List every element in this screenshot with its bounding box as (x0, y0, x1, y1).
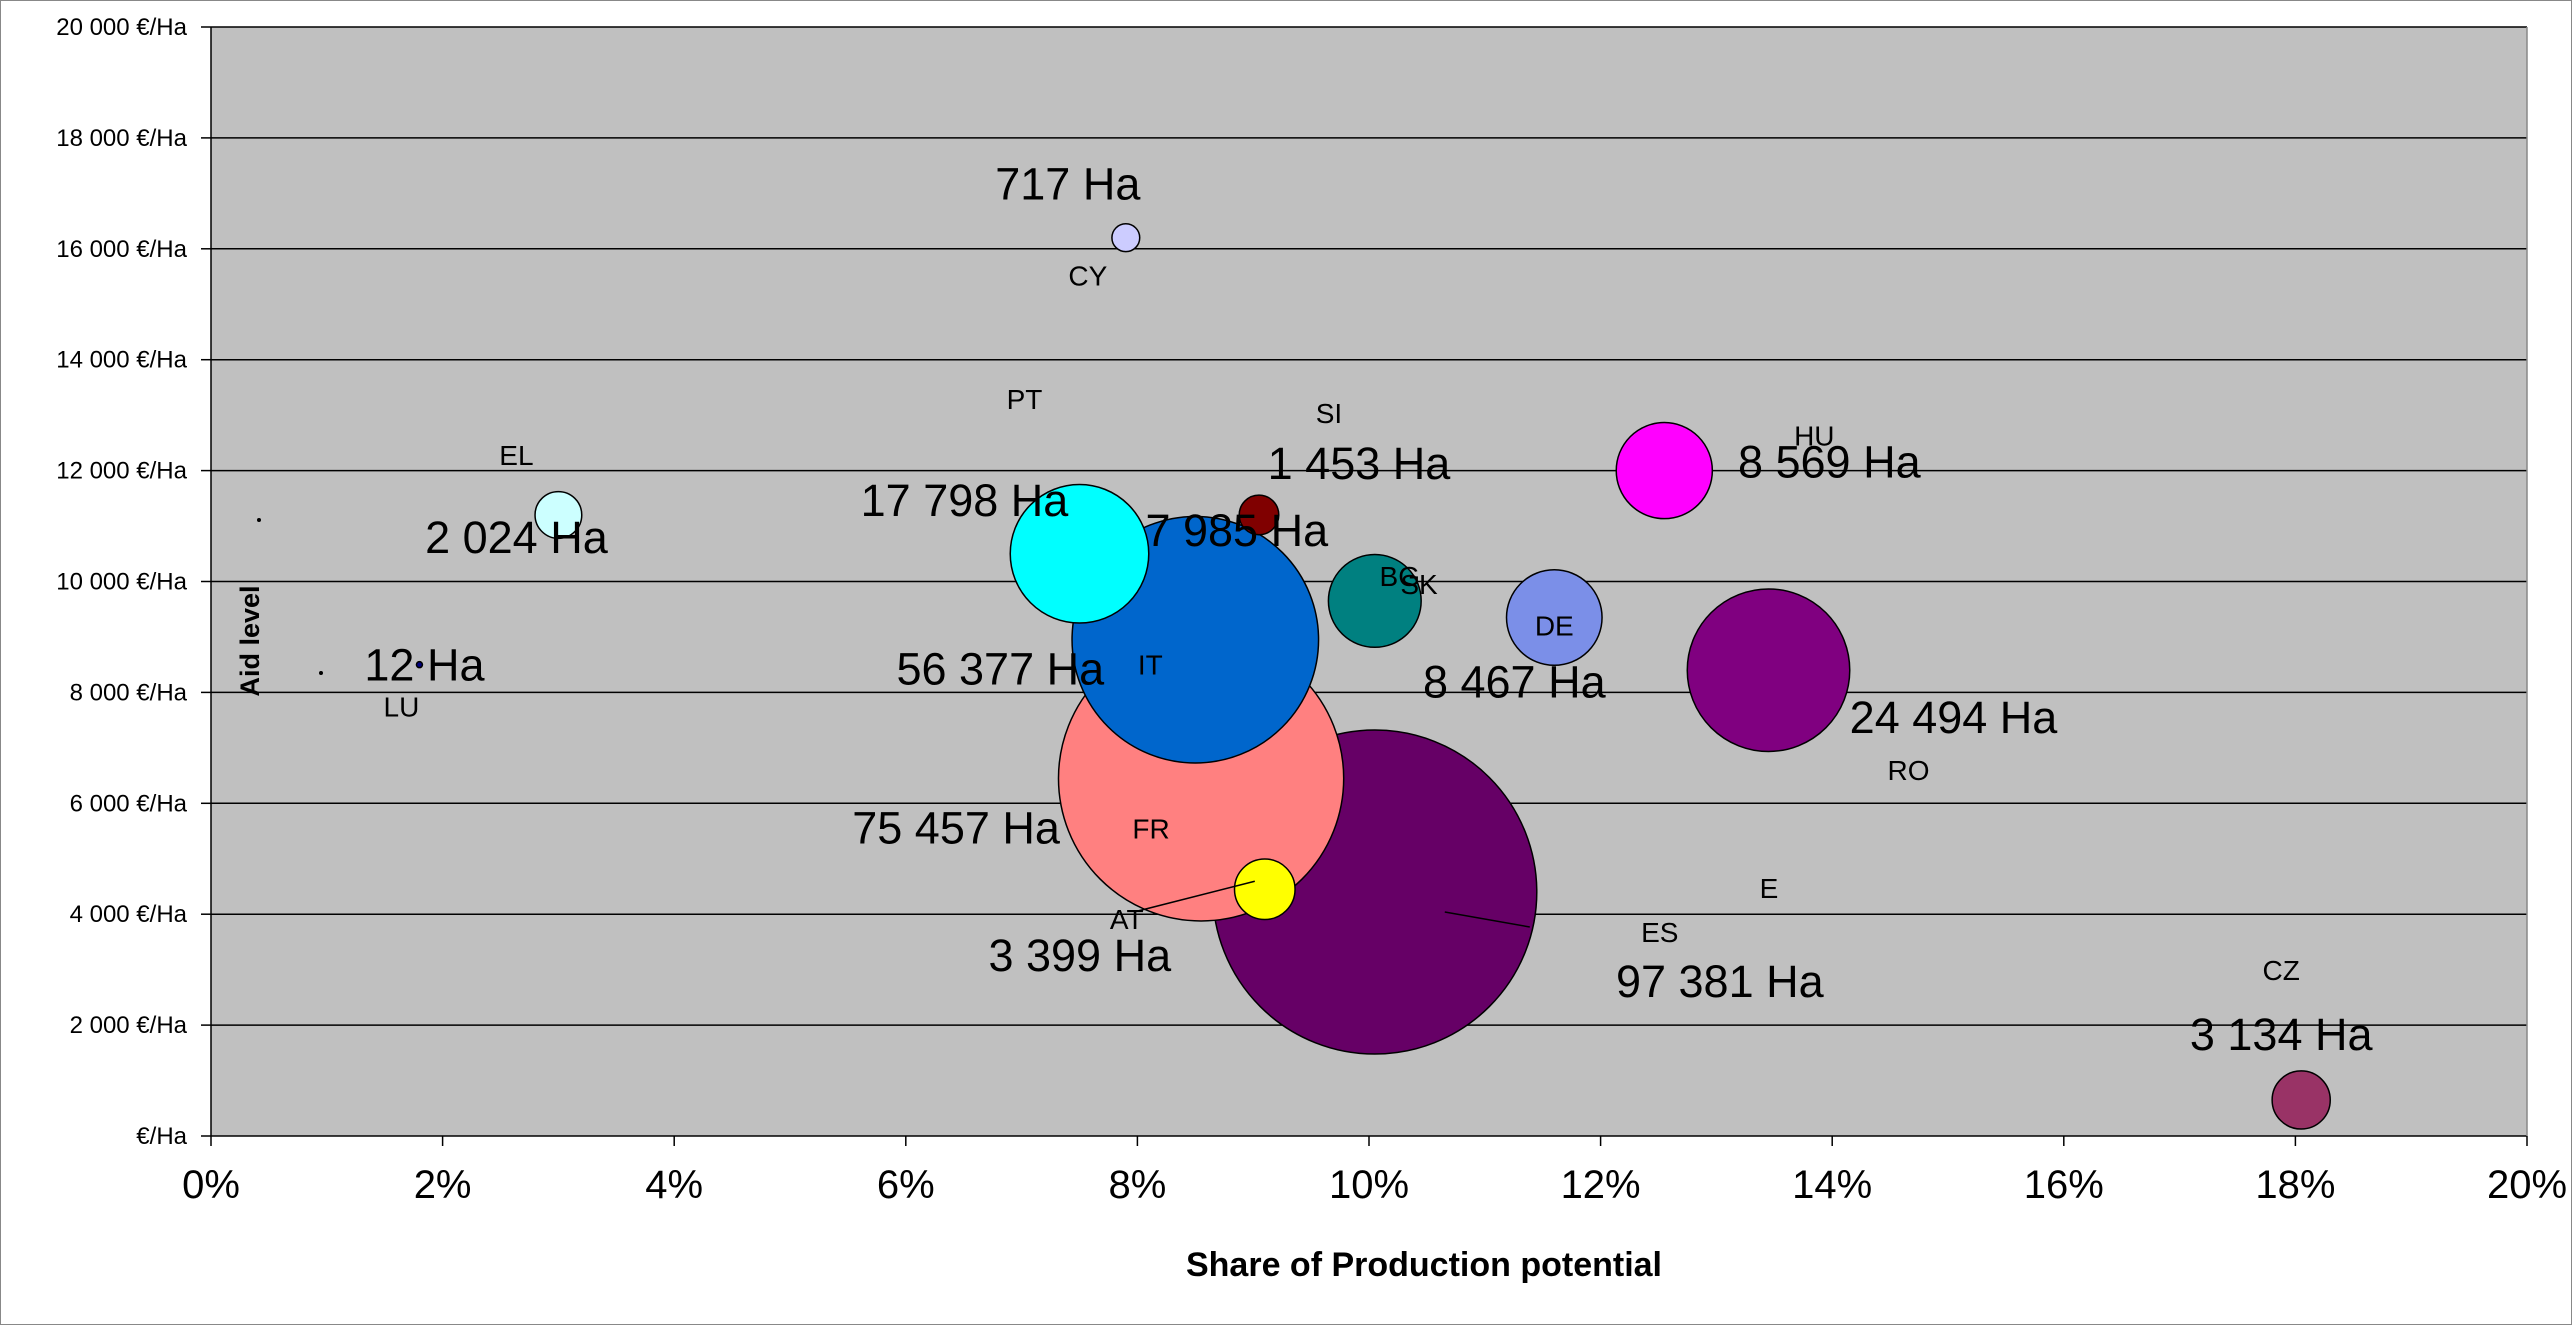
y-tick-label: 12 000 €/Ha (56, 458, 187, 485)
bubble-de (1505, 569, 1603, 667)
y-tick-labels: €/Ha 2 000 €/Ha 4 000 €/Ha 6 000 €/Ha 8 000 … (56, 14, 187, 1150)
x-tick-label: 0% (182, 1163, 240, 1207)
point-labels: ES 97 381 Ha FR 75 457 Ha IT 56 377 Ha RO 24 49… (257, 159, 2373, 1060)
country-code-es: ES (1641, 917, 1678, 948)
area-label-el: 2 024 Ha (425, 512, 609, 563)
x-tick-label: 12% (1561, 1163, 1641, 1207)
area-label-ro: 24 494 Ha (1850, 692, 2059, 743)
area-label-fr: 75 457 Ha (852, 802, 1061, 853)
country-code-lu: LU (384, 692, 420, 723)
country-code-fr: FR (1132, 813, 1169, 844)
x-tick-label: 8% (1108, 1163, 1166, 1207)
stray-dot (319, 671, 323, 675)
country-code-it: IT (1138, 650, 1163, 681)
country-code-cz: CZ (2263, 955, 2300, 986)
area-label-at: 3 399 Ha (988, 930, 1172, 981)
y-tick-label: 14 000 €/Ha (56, 347, 187, 374)
bubble-bg (1327, 553, 1422, 649)
bubble-at (1233, 858, 1296, 921)
area-label-cz: 3 134 Ha (2190, 1009, 2374, 1060)
x-tick-label: 20% (2487, 1163, 2567, 1207)
y-tick-label: 20 000 €/Ha (56, 14, 187, 41)
country-code-cy: CY (1068, 261, 1107, 292)
x-axis-title: Share of Production potential (1186, 1246, 1662, 1284)
x-tick-label: 16% (2024, 1163, 2104, 1207)
extra-label-e: E (1760, 873, 1779, 904)
bubble-ro (1686, 588, 1851, 753)
country-code-de: DE (1535, 611, 1574, 642)
country-code-at: AT (1110, 904, 1144, 935)
y-tick-label: 16 000 €/Ha (56, 236, 187, 263)
area-label-de: 8 467 Ha (1423, 657, 1607, 708)
x-tick-label: 18% (2255, 1163, 2335, 1207)
area-label-bg: 7 985 Ha (1145, 505, 1329, 556)
country-code-el: EL (499, 440, 533, 471)
x-tick-label: 10% (1329, 1163, 1409, 1207)
y-tick-label: 4 000 €/Ha (70, 901, 188, 928)
country-code-hu: HU (1794, 421, 1834, 452)
area-label-hu: 8 569 Ha (1738, 437, 1922, 488)
bubbles (415, 223, 2332, 1130)
bubble-si (1238, 494, 1280, 536)
country-code-ro: RO (1888, 755, 1930, 786)
y-axis-title: Aid level (235, 585, 265, 696)
x-tick-labels: 0% 2% 4% 6% 8% 10% 12% 14% 16% 18% 20% (182, 1163, 2567, 1207)
x-tick-label: 2% (414, 1163, 472, 1207)
bubble-cy (1111, 223, 1141, 253)
bubble-lu (415, 660, 424, 669)
y-tick-label: 10 000 €/Ha (56, 569, 187, 596)
stray-dot (257, 518, 261, 522)
bubble-el (534, 490, 583, 540)
y-tick-label: 18 000 €/Ha (56, 125, 187, 152)
bubble-hu (1615, 421, 1714, 520)
leader-line-at (1136, 880, 1255, 912)
extra-label-sk: SK (1400, 569, 1438, 600)
x-tick-label: 14% (1792, 1163, 1872, 1207)
country-code-pt: PT (1007, 384, 1043, 415)
y-tick-label: 2 000 €/Ha (70, 1012, 188, 1039)
bubble-cz (2271, 1070, 2332, 1130)
area-label-lu: 12 Ha (364, 640, 485, 691)
y-tick-label: €/Ha (136, 1123, 187, 1150)
area-label-si: 1 453 Ha (1268, 438, 1452, 489)
y-tick-label: 8 000 €/Ha (70, 679, 188, 706)
y-tick-label: 6 000 €/Ha (70, 790, 188, 817)
leader-line-es (1444, 911, 1530, 928)
x-tick-label: 6% (877, 1163, 935, 1207)
country-code-si: SI (1316, 398, 1342, 429)
area-label-es: 97 381 Ha (1616, 956, 1825, 1007)
area-label-pt: 17 798 Ha (861, 475, 1070, 526)
country-code-bg: BG (1380, 561, 1420, 592)
area-label-cy: 717 Ha (995, 159, 1141, 210)
bubble-pt (1009, 483, 1150, 624)
area-label-it: 56 377 Ha (896, 644, 1105, 695)
x-tick-label: 4% (645, 1163, 703, 1207)
